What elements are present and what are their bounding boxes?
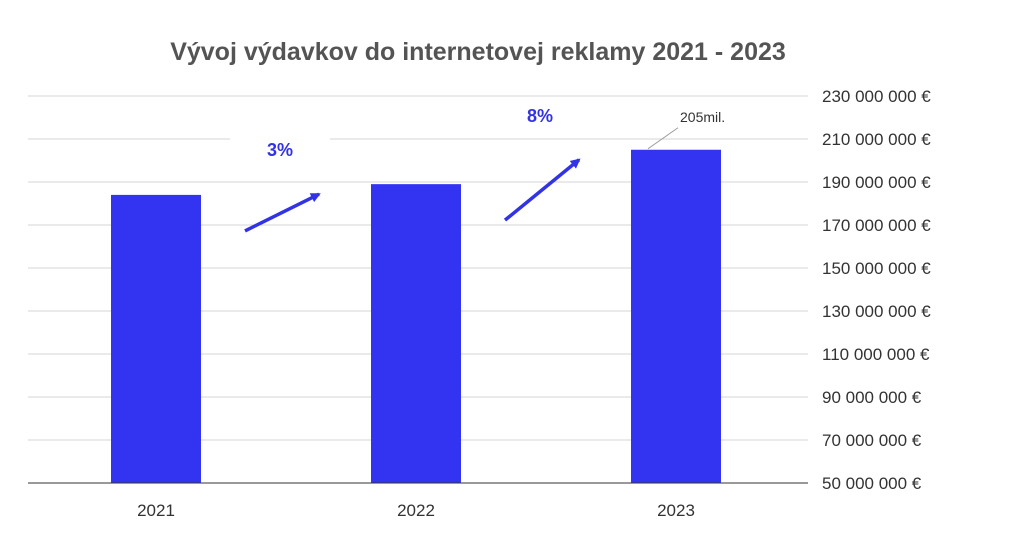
bar-layer: [111, 149, 721, 483]
y-tick-label: 130 000 000 €: [822, 302, 931, 321]
label-plate: [490, 99, 590, 130]
x-tick-label: 2021: [137, 501, 175, 520]
axis-layer: 50 000 000 € 70 000 000 € 90 000 000 € 110 …: [28, 87, 931, 520]
y-tick-label: 170 000 000 €: [822, 216, 931, 235]
bar: [371, 184, 461, 483]
y-tick-label: 190 000 000 €: [822, 173, 931, 192]
annotation-layer: 3% 8% 205mil.: [230, 99, 725, 233]
y-tick-label: 110 000 000 €: [822, 345, 930, 364]
data-label: 205mil.: [680, 109, 725, 125]
growth-arrow: [244, 192, 321, 233]
y-tick-label: 150 000 000 €: [822, 259, 931, 278]
growth-arrow: [503, 158, 581, 222]
y-tick-label: 50 000 000 €: [822, 474, 922, 493]
y-tick-label: 90 000 000 €: [822, 388, 922, 407]
y-tick-label: 230 000 000 €: [822, 87, 931, 106]
y-tick-label: 70 000 000 €: [822, 431, 922, 450]
data-label-leader: [647, 127, 679, 150]
bar: [631, 149, 721, 483]
growth-percent-label: 8%: [527, 106, 553, 126]
bar: [111, 194, 201, 483]
y-tick-label: 210 000 000 €: [822, 130, 931, 149]
growth-percent-label: 3%: [267, 140, 293, 160]
chart-title: Vývoj výdavkov do internetovej reklamy 2…: [170, 38, 786, 66]
x-tick-label: 2022: [397, 501, 435, 520]
x-tick-label: 2023: [657, 501, 695, 520]
label-plate: [230, 134, 330, 165]
